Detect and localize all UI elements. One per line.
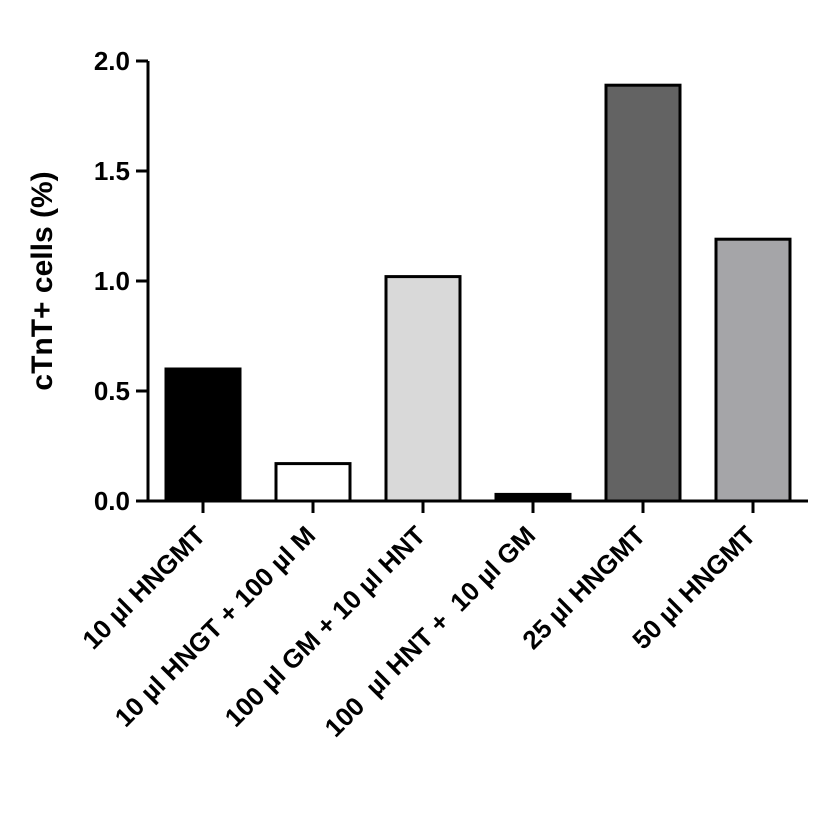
x-tick-label: 100 µl HNT + 10 µl GM (319, 520, 542, 743)
bar (604, 83, 682, 503)
bar (384, 275, 462, 503)
bar (714, 237, 792, 503)
bar (164, 367, 242, 503)
x-tick-label: 10 µl HNGT + 100 µl M (109, 520, 322, 733)
y-axis-label: cTnT+ cells (%) (26, 171, 59, 390)
y-tick-label: 1.0 (94, 266, 130, 296)
y-tick-label: 1.5 (94, 156, 130, 186)
y-tick-label: 0.0 (94, 486, 130, 516)
y-axis-ticks: 0.0 0.5 1.0 1.5 2.0 (94, 46, 148, 516)
y-tick-label: 2.0 (94, 46, 130, 76)
x-tick-label: 100 µl GM + 10 µl HNT (219, 520, 432, 733)
bar (274, 462, 352, 503)
y-tick-label: 0.5 (94, 376, 130, 406)
plot-area (164, 83, 792, 503)
